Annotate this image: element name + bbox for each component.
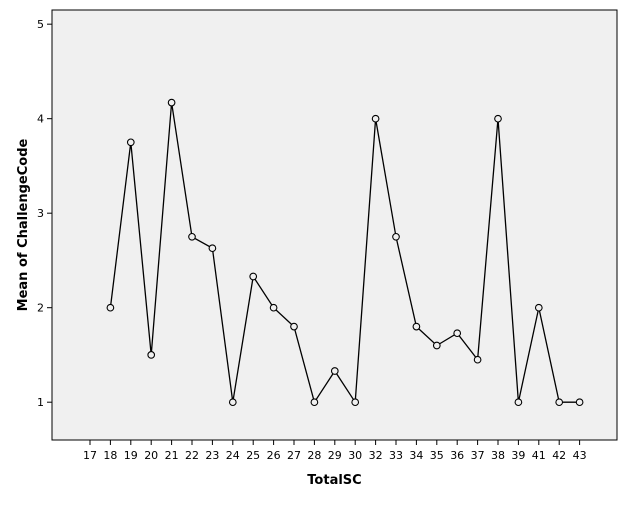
y-axis-title: Mean of ChallengeCode: [16, 138, 31, 311]
data-point: [453, 329, 462, 338]
data-point: [392, 232, 400, 241]
data-point: [310, 398, 319, 407]
data-point: [188, 232, 196, 241]
data-point: [412, 322, 421, 331]
x-tick-label: 36: [450, 449, 464, 462]
data-point: [432, 341, 441, 350]
x-tick-label: 34: [409, 449, 423, 462]
x-tick-label: 17: [83, 449, 97, 462]
data-point: [473, 355, 482, 364]
y-tick-label: 3: [37, 207, 44, 220]
y-tick-label: 1: [37, 396, 44, 409]
x-tick-label: 37: [471, 449, 485, 462]
data-point: [126, 138, 135, 147]
data-point: [269, 303, 278, 312]
data-point: [290, 322, 298, 331]
x-tick-label: 29: [328, 449, 342, 462]
data-point: [534, 303, 543, 312]
data-point: [494, 114, 502, 123]
y-tick-label: 4: [37, 113, 44, 126]
x-tick-label: 19: [124, 449, 138, 462]
data-point: [555, 398, 564, 407]
x-tick-label: 43: [573, 449, 587, 462]
series-line: [109, 102, 580, 405]
x-tick-label: 21: [165, 449, 179, 462]
data-point: [330, 367, 339, 375]
x-tick-label: 32: [369, 449, 383, 462]
x-tick-label: 20: [144, 449, 158, 462]
x-tick-label: 27: [287, 449, 301, 462]
x-tick-label: 22: [185, 449, 199, 462]
data-point: [249, 272, 258, 281]
x-tick-label: 42: [552, 449, 566, 462]
x-tick-label: 26: [267, 449, 281, 462]
x-tick-label: 28: [307, 449, 321, 462]
x-tick-label: 24: [226, 449, 240, 462]
x-tick-label: 33: [389, 449, 403, 462]
x-axis-title: TotalSC: [307, 473, 361, 488]
y-tick-label: 5: [37, 18, 44, 31]
plot-area: [51, 9, 618, 441]
x-tick-label: 41: [532, 449, 546, 462]
x-axis: 17 18 19 20 21 22 23 24 25 26 27 28 29 30 32 33 34 35 36 37…: [83, 440, 587, 462]
data-point: [514, 398, 523, 407]
data-point: [371, 114, 380, 123]
x-tick-label: 35: [430, 449, 444, 462]
data-point: [167, 98, 176, 107]
data-point: [208, 244, 217, 253]
x-tick-label: 23: [205, 449, 219, 462]
series-group: [106, 98, 584, 407]
data-point: [106, 303, 115, 312]
y-tick-label: 2: [37, 302, 44, 315]
data-point: [351, 398, 360, 407]
x-tick-label: 25: [246, 449, 260, 462]
x-tick-label: 39: [511, 449, 525, 462]
x-tick-label: 38: [491, 449, 505, 462]
data-point: [228, 398, 237, 407]
x-tick-label: 30: [348, 449, 362, 462]
y-axis: 1 2 3 4 5: [37, 18, 52, 409]
x-tick-label: 18: [103, 449, 117, 462]
data-point: [147, 351, 156, 359]
data-point: [575, 398, 584, 407]
